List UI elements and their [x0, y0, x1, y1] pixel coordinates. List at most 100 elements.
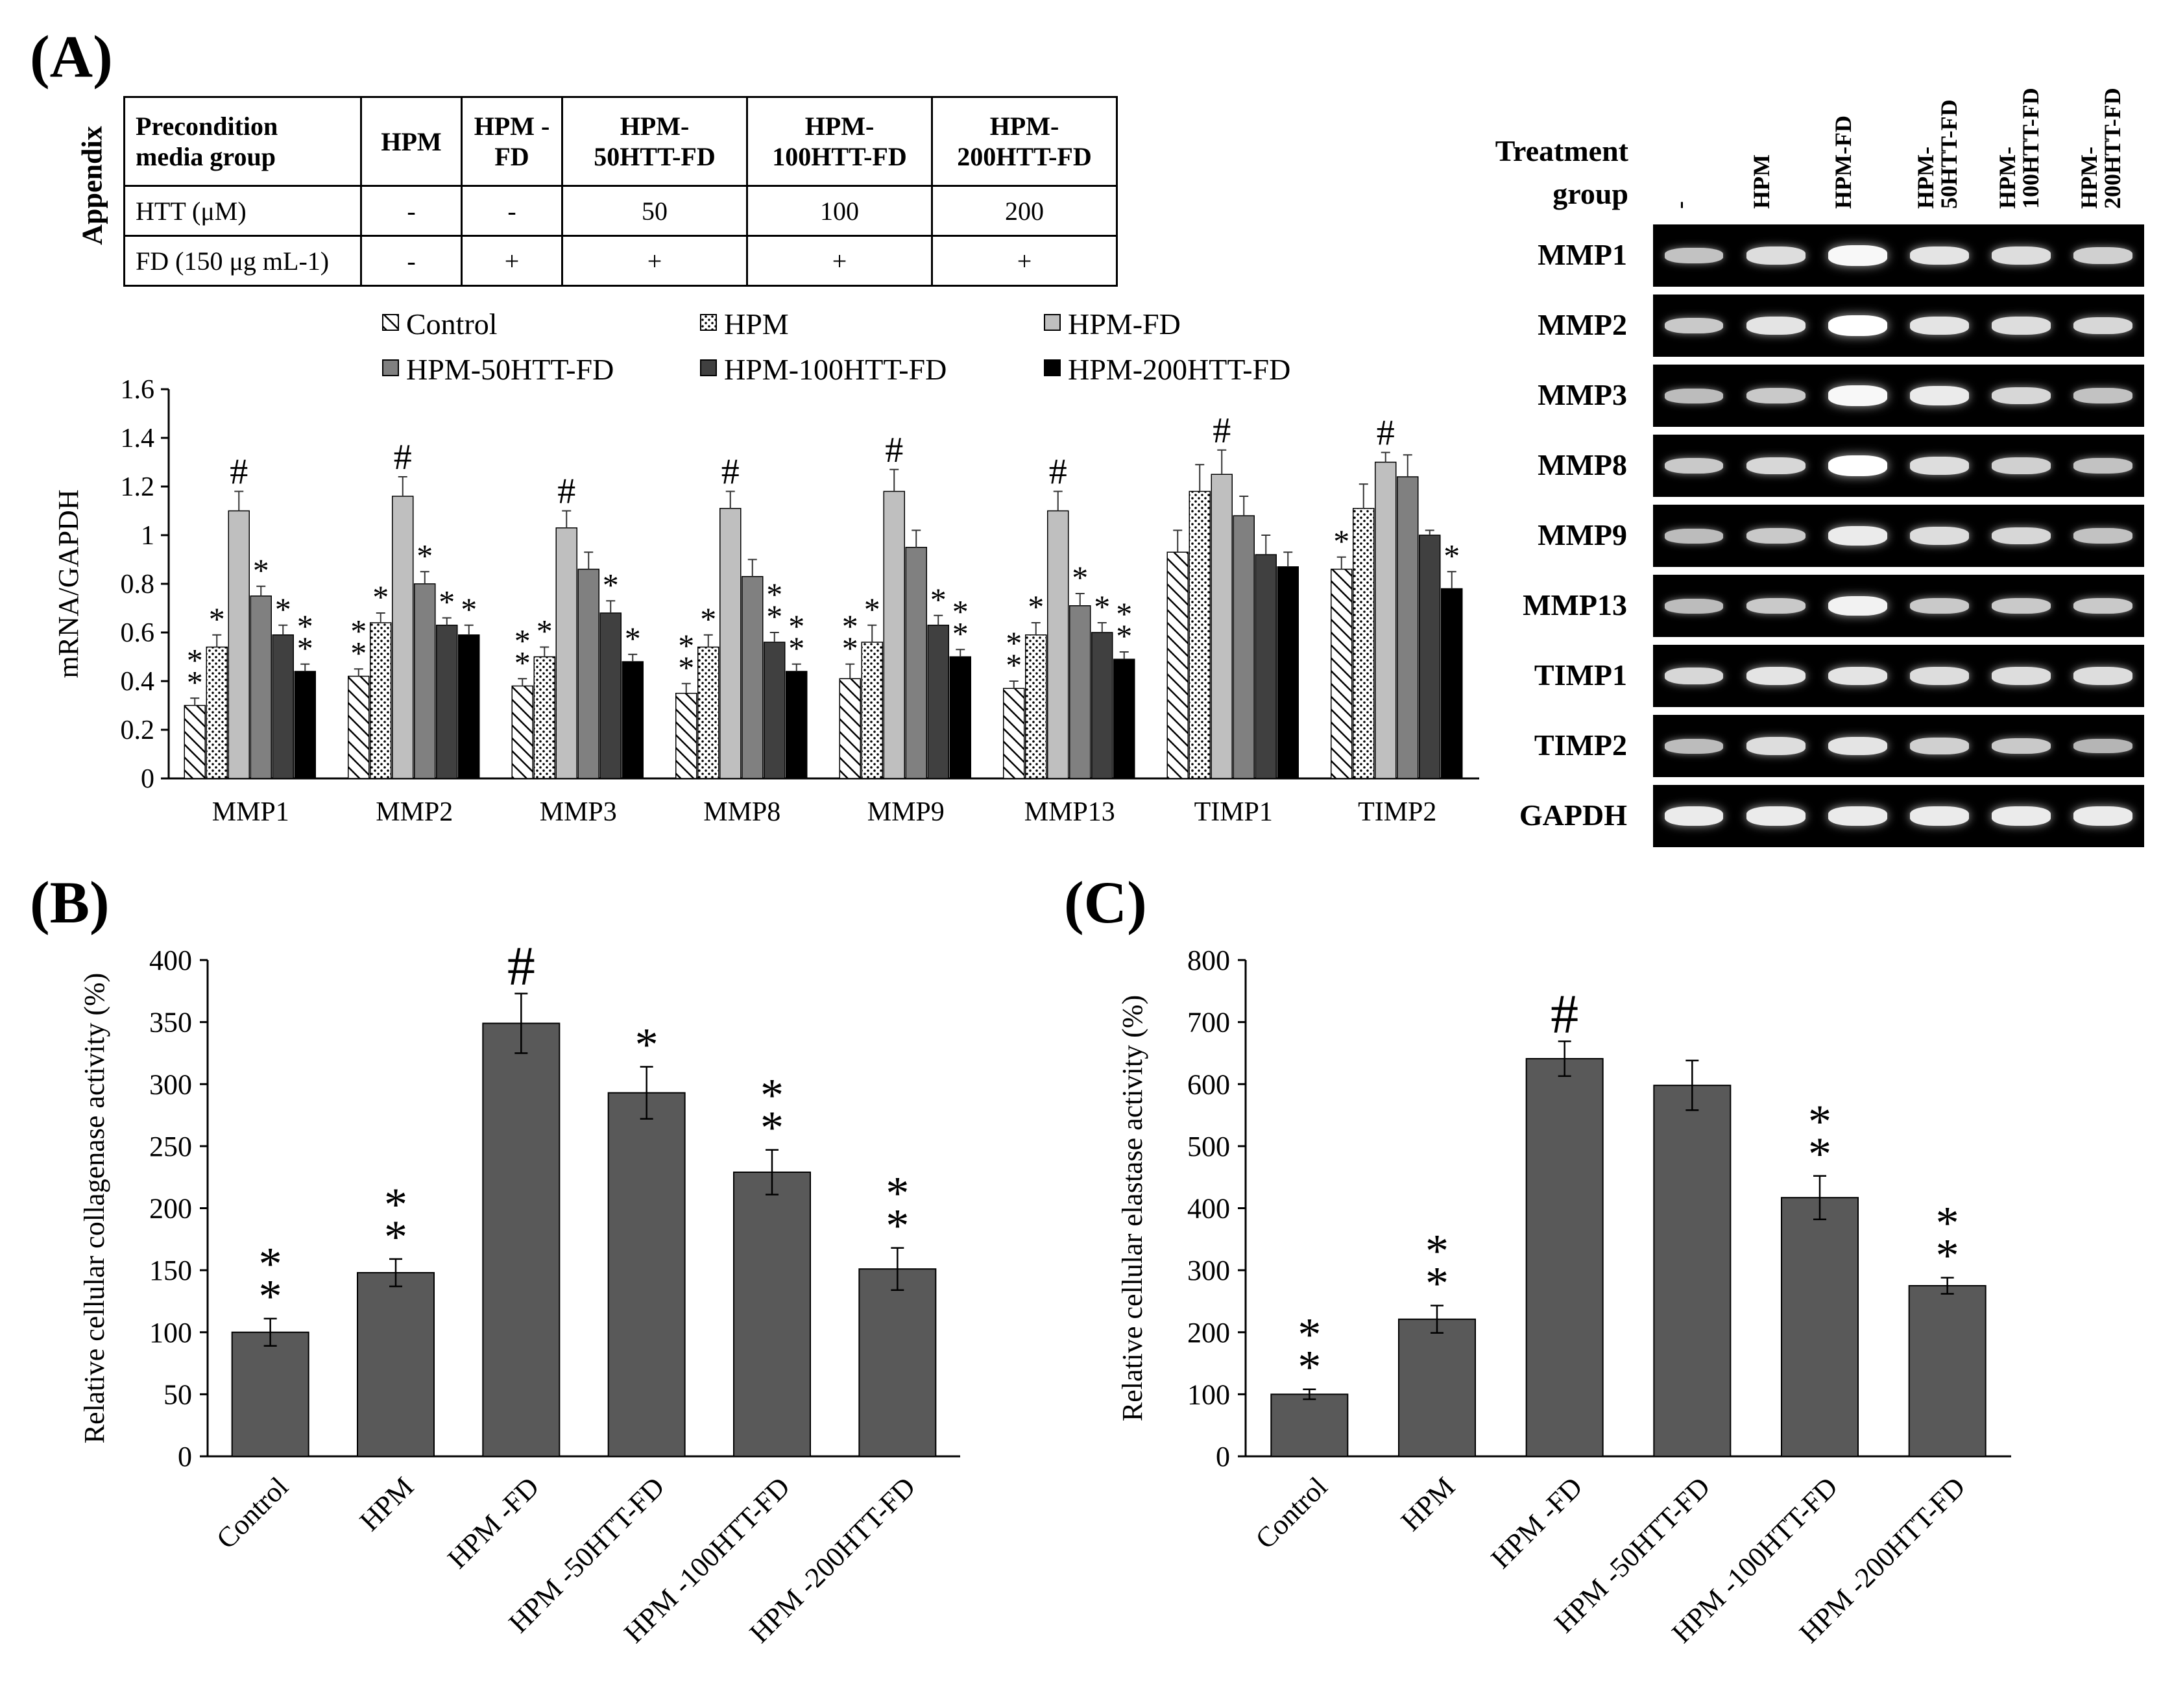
significance-mark: #: [230, 452, 248, 492]
gel-band: [1992, 317, 2051, 335]
bar: [511, 685, 533, 779]
appendix-header-cell: HPM- 200HTT-FD: [931, 96, 1118, 187]
gel-band: [1910, 667, 1969, 685]
bar: [764, 642, 786, 779]
y-tick-label: 800: [1187, 944, 1230, 976]
bar: [1908, 1285, 1987, 1457]
bar: [1003, 688, 1025, 779]
significance-mark: *: [678, 649, 694, 686]
appendix-header-cell: HPM- 100HTT-FD: [746, 96, 933, 187]
gel-strip: [1653, 715, 2144, 777]
gel-band: [1828, 315, 1887, 336]
bar: [370, 622, 392, 779]
significance-mark: *: [1116, 595, 1132, 632]
y-tick-label: 0.8: [121, 570, 155, 599]
y-tick-label: 0.2: [121, 716, 155, 745]
significance-mark: *: [537, 613, 553, 649]
x-tick-label: HPM -FD: [1485, 1471, 1589, 1574]
gel-band: [1992, 387, 2051, 405]
legend-swatch: [382, 359, 399, 376]
x-tick-label: MMP3: [540, 797, 617, 827]
gel-strip: [1653, 505, 2144, 567]
significance-mark: *: [886, 1200, 909, 1252]
gel-band: [1746, 316, 1806, 335]
bar: [733, 1172, 811, 1457]
y-tick-label: 350: [149, 1007, 192, 1039]
gel-band: [1828, 666, 1887, 686]
gel-band: [1910, 738, 1969, 754]
gel-band: [1746, 457, 1806, 475]
gel-lane-label: HPM- 200HTT-FD: [2075, 88, 2125, 209]
bar: [272, 634, 294, 779]
significance-mark: *: [253, 552, 269, 588]
legend-swatch: [700, 314, 717, 331]
gel-band: [1828, 736, 1887, 756]
gel-band: [1746, 666, 1806, 686]
gel-band: [1828, 245, 1887, 266]
bar: [1047, 510, 1069, 779]
significance-mark: *: [439, 584, 455, 620]
legend-label: HPM-FD: [1068, 307, 1181, 341]
significance-mark: *: [930, 581, 947, 618]
y-tick-label: 600: [1187, 1068, 1230, 1100]
gel-band: [1664, 317, 1724, 334]
y-tick-label: 500: [1187, 1131, 1230, 1162]
gel-band: [2073, 528, 2133, 544]
significance-mark: *: [1094, 588, 1110, 625]
significance-mark: *: [297, 608, 313, 644]
bar: [231, 1331, 309, 1457]
gel-band: [1746, 527, 1806, 544]
gel-band: [1664, 528, 1724, 544]
significance-mark: #: [1049, 452, 1067, 492]
y-tick-label: 1.4: [121, 424, 155, 453]
panel-label-c: (C): [1064, 869, 1147, 935]
gel-band: [2073, 738, 2133, 754]
appendix-header-cell: HPM -FD: [461, 96, 563, 187]
chart-c: 0 100 200 300 400 500 600 700 800 Relative cellul…: [1117, 944, 2011, 1649]
significance-mark: *: [1808, 1096, 1831, 1148]
gel-band: [1910, 527, 1969, 545]
significance-mark: *: [1298, 1309, 1321, 1361]
significance-mark: *: [842, 630, 858, 666]
bar: [697, 646, 719, 779]
significance-mark: *: [635, 1018, 658, 1070]
significance-mark: *: [886, 1168, 909, 1220]
x-tick-label: MMP1: [212, 797, 289, 827]
gel-band: [1992, 667, 2051, 685]
y-tick-label: 1.6: [121, 375, 155, 405]
significance-mark: *: [1116, 618, 1132, 654]
bar: [927, 625, 949, 779]
gel-band: [2073, 667, 2133, 685]
significance-mark: *: [259, 1271, 282, 1323]
x-tick-label: TIMP2: [1358, 797, 1436, 827]
bar: [184, 704, 206, 779]
panel-label-a: (A): [30, 23, 113, 90]
gel-band: [1910, 457, 1969, 475]
y-tick-label: 0: [178, 1441, 192, 1473]
y-axis-label: mRNA/GAPDH: [53, 490, 84, 679]
y-tick-label: 0.4: [121, 667, 155, 697]
bar: [1781, 1197, 1859, 1457]
appendix-header-row: Precondition media group HPM HPM -FD HPM…: [123, 96, 1118, 187]
gel-band: [1664, 457, 1724, 474]
x-tick-label: HPM -FD: [441, 1471, 545, 1574]
y-tick-label: 150: [149, 1255, 192, 1286]
gel-band: [1992, 247, 2051, 265]
significance-mark: #: [557, 472, 575, 512]
appendix-cell: +: [746, 235, 933, 287]
bar: [1025, 634, 1047, 779]
bar: [1255, 554, 1277, 779]
legend-label: HPM: [724, 307, 789, 341]
bar: [622, 661, 644, 779]
gel-band: [2073, 388, 2133, 403]
y-tick-label: 0.6: [121, 618, 155, 648]
gel-lane-label: HPM: [1748, 154, 1775, 209]
significance-mark: *: [842, 608, 858, 644]
significance-mark: *: [1006, 647, 1022, 683]
bar: [1166, 551, 1189, 779]
bar: [1441, 588, 1463, 779]
gel-band: [2073, 317, 2133, 335]
gel-band: [1910, 246, 1969, 265]
chart-a: 0 0.2 0.4 0.6 0.8 1 1.2 1.4 1.6 mRNA/GAPDH Control…: [53, 307, 1479, 827]
gel-band: [1746, 737, 1806, 755]
